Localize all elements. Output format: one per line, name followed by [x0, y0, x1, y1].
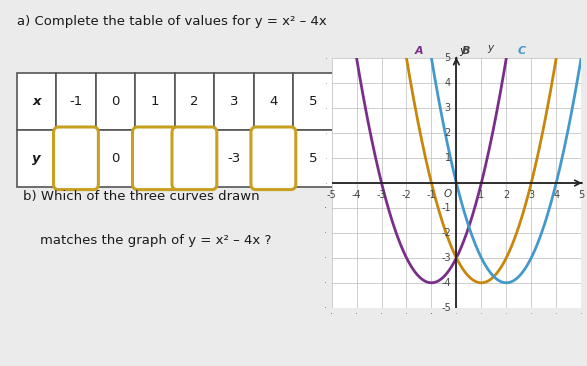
Text: B: B — [462, 46, 471, 56]
Text: y: y — [32, 152, 41, 165]
Text: y: y — [460, 46, 466, 56]
Text: -1: -1 — [69, 95, 83, 108]
FancyBboxPatch shape — [53, 127, 99, 190]
Text: -1: -1 — [441, 203, 451, 213]
Bar — [254, 130, 293, 187]
Text: -3: -3 — [227, 152, 241, 165]
Text: 2: 2 — [503, 190, 510, 200]
Bar — [175, 73, 214, 130]
Text: C: C — [517, 46, 525, 56]
Text: 4: 4 — [445, 78, 451, 88]
Text: b) Which of the three curves drawn: b) Which of the three curves drawn — [23, 190, 260, 203]
Text: 0: 0 — [112, 152, 120, 165]
Text: a) Complete the table of values for y = x² – 4x: a) Complete the table of values for y = … — [16, 15, 326, 28]
Text: 3: 3 — [445, 103, 451, 113]
Text: 4: 4 — [269, 95, 278, 108]
Text: 3: 3 — [230, 95, 238, 108]
Bar — [175, 130, 214, 187]
Text: y: y — [487, 43, 493, 53]
Text: 1: 1 — [478, 190, 484, 200]
Text: 5: 5 — [445, 53, 451, 63]
Bar — [293, 130, 333, 187]
Text: matches the graph of y = x² – 4x ?: matches the graph of y = x² – 4x ? — [23, 234, 272, 247]
Text: 4: 4 — [553, 190, 559, 200]
Bar — [214, 73, 254, 130]
Text: x: x — [32, 95, 41, 108]
Bar — [254, 73, 293, 130]
Text: -5: -5 — [327, 190, 336, 200]
Text: 5: 5 — [578, 190, 584, 200]
Bar — [135, 73, 175, 130]
Text: 2: 2 — [190, 95, 198, 108]
Text: 1: 1 — [445, 153, 451, 163]
Text: -2: -2 — [441, 228, 451, 238]
FancyBboxPatch shape — [172, 127, 217, 190]
Bar — [96, 73, 135, 130]
Text: 3: 3 — [528, 190, 534, 200]
Bar — [96, 130, 135, 187]
Text: -4: -4 — [441, 278, 451, 288]
Bar — [16, 73, 56, 130]
Text: 0: 0 — [112, 95, 120, 108]
Text: -4: -4 — [352, 190, 362, 200]
Bar — [56, 73, 96, 130]
Text: O: O — [444, 189, 452, 199]
Text: -5: -5 — [441, 303, 451, 313]
Text: -3: -3 — [441, 253, 451, 263]
Bar — [293, 73, 333, 130]
Bar — [135, 130, 175, 187]
Text: -3: -3 — [377, 190, 386, 200]
Text: 5: 5 — [309, 152, 317, 165]
Text: 1: 1 — [151, 95, 159, 108]
Text: 2: 2 — [445, 128, 451, 138]
Text: -1: -1 — [427, 190, 436, 200]
FancyBboxPatch shape — [251, 127, 296, 190]
Text: 5: 5 — [309, 95, 317, 108]
Bar — [56, 130, 96, 187]
Bar — [16, 130, 56, 187]
Text: A: A — [414, 46, 423, 56]
Text: -2: -2 — [402, 190, 411, 200]
Bar — [214, 130, 254, 187]
FancyBboxPatch shape — [133, 127, 177, 190]
